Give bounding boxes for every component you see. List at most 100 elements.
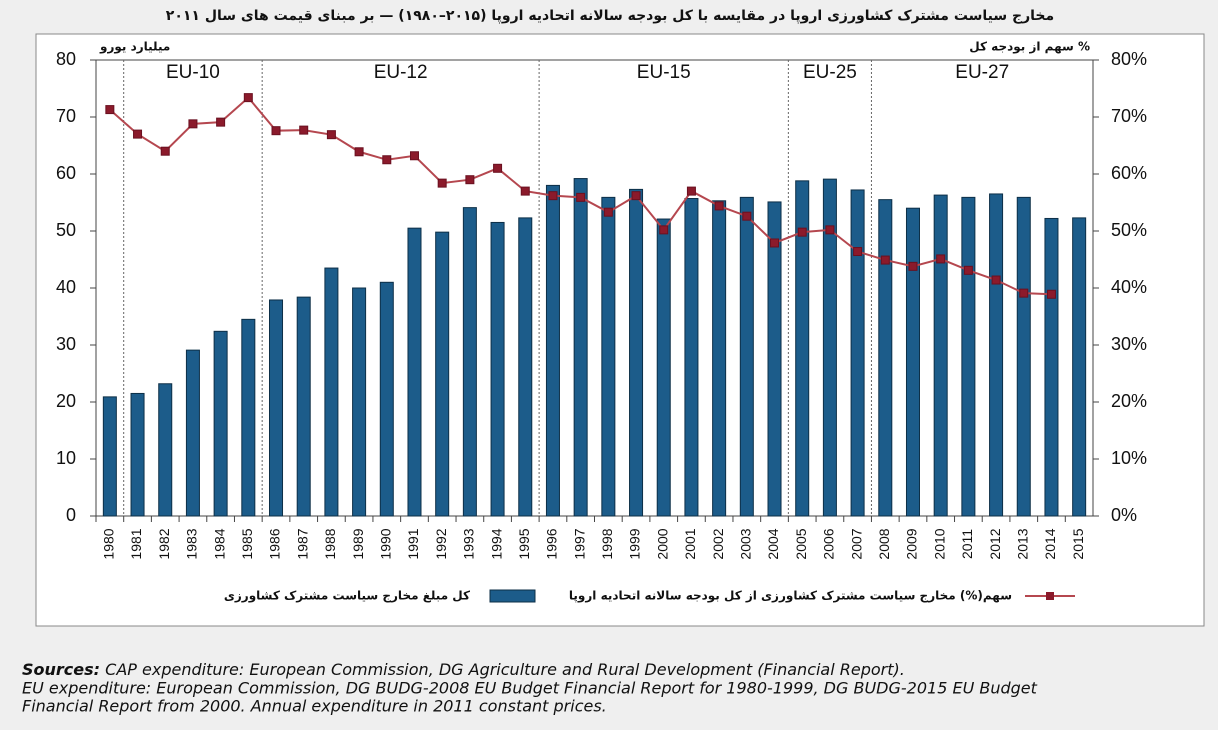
bar [1016,196,1031,517]
x-tick-label: 2014 [1042,528,1058,559]
line-marker [631,191,641,201]
x-tick-label: 2009 [904,528,920,559]
line-marker [299,125,309,135]
x-tick-label: 1983 [184,528,200,559]
bar [130,392,145,517]
y-tick-label: 0 [66,505,76,525]
bar [296,296,311,517]
y2-tick-label: 20% [1111,391,1147,411]
legend-label: سهم(%) مخارج سیاست مشترک کشاورزی از کل ب… [569,589,1012,604]
x-tick-label: 1980 [101,528,117,559]
x-tick-label: 2004 [765,528,781,559]
x-tick-label: 1998 [599,528,615,559]
x-tick-label: 1990 [377,528,393,559]
bar [795,180,810,517]
bar [656,218,671,517]
x-tick-label: 2005 [793,528,809,559]
line-marker [437,178,447,188]
y-tick-label: 10 [56,448,76,468]
x-tick-label: 1989 [350,528,366,559]
chart-title: مخارج سیاست مشترک کشاورزی اروپا در مقایس… [166,8,1054,24]
x-tick-label: 1999 [627,528,643,559]
line-marker [991,275,1001,285]
y-tick-label: 60 [56,163,76,183]
x-tick-label: 1987 [294,528,310,559]
x-tick-label: 1986 [267,528,283,559]
line-marker [686,186,696,196]
line-marker [326,130,336,140]
line-marker [465,175,475,185]
x-tick-label: 1981 [128,528,144,559]
x-tick-label: 2007 [848,528,864,559]
x-tick-label: 2015 [1070,528,1086,559]
y2-tick-label: 50% [1111,220,1147,240]
bar [684,198,699,517]
line-marker [160,146,170,156]
line-marker [216,117,226,127]
line-marker [770,238,780,248]
y2-tick-label: 60% [1111,163,1147,183]
bar [933,194,948,517]
line-marker [880,255,890,265]
x-tick-label: 2013 [1014,528,1030,559]
bar [352,287,367,517]
bar [712,200,727,517]
line-marker [963,265,973,275]
x-tick-label: 2011 [959,529,975,559]
bar [102,396,117,517]
x-tick-label: 1982 [156,528,172,559]
line-marker [271,126,281,136]
line-marker [1019,288,1029,298]
y2-tick-label: 70% [1111,106,1147,126]
y-tick-label: 30 [56,334,76,354]
sources-line: Financial Report from 2000. Annual expen… [22,697,607,716]
bar [905,207,920,517]
x-tick-label: 2010 [931,528,947,559]
legend-marker [1046,592,1054,600]
bar [822,178,837,517]
x-tick-label: 1993 [461,528,477,559]
line-marker [825,225,835,235]
x-tick-label: 1988 [322,528,338,559]
x-tick-label: 1991 [405,528,421,559]
y-axis-label: میلیارد یورو [99,40,170,55]
line-marker [1046,289,1056,299]
line-marker [548,191,558,201]
x-tick-label: 2003 [738,528,754,559]
y-tick-label: 80 [56,49,76,69]
bar [629,188,644,517]
x-tick-label: 2006 [821,528,837,559]
x-tick-label: 1996 [544,528,560,559]
line-marker [243,93,253,103]
region-label: EU-25 [803,62,857,83]
region-label: EU-27 [955,62,1009,83]
line-marker [105,105,115,115]
y2-tick-label: 40% [1111,277,1147,297]
x-tick-label: 2000 [654,528,670,559]
x-tick-label: 1985 [239,528,255,559]
sources-text: CAP expenditure: European Commission, DG… [105,660,905,679]
bar [878,199,893,517]
y2-tick-label: 0% [1111,505,1137,525]
bar [850,189,865,517]
x-tick-label: 1995 [516,528,532,559]
bar [462,207,477,517]
bar [1072,217,1087,517]
bar [961,196,976,517]
bar [185,349,200,517]
x-tick-label: 1997 [571,528,587,559]
bar [158,383,173,517]
line-marker [493,163,503,173]
bar [739,196,754,517]
bar [407,227,422,517]
bar [324,267,339,517]
bar [379,281,394,517]
line-marker [908,261,918,271]
bar [767,201,782,517]
line-marker [853,247,863,257]
sources-line: EU expenditure: European Commission, DG … [22,679,1038,698]
bar [1044,217,1059,517]
bar [601,196,616,517]
x-tick-label: 1992 [433,528,449,559]
